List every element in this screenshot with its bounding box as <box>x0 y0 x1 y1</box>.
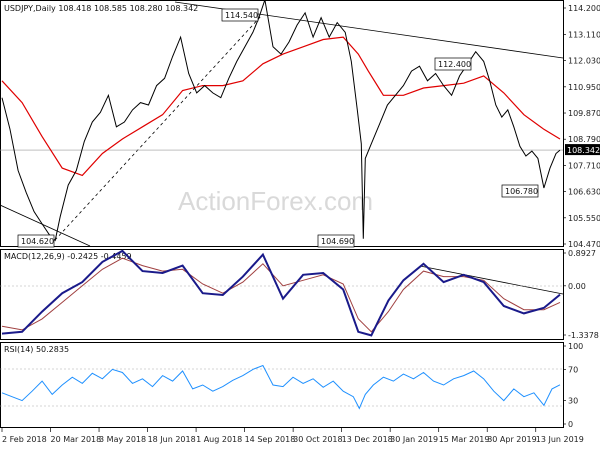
macd-label: MACD(12,26,9) -0.2425 -0.4459 <box>4 252 132 261</box>
rsi-tick-label: 30 <box>568 397 578 406</box>
annotation-text: 112.400 <box>438 60 471 69</box>
price-tick-label: 108.790 <box>568 135 600 144</box>
x-tick-label: 14 Sep 2018 <box>245 435 296 444</box>
annotation-low-104690: 104.690 <box>317 234 355 248</box>
price-tick-label: 109.870 <box>568 109 600 118</box>
rsi-label: RSI(14) 50.2835 <box>4 345 69 354</box>
price-tick-label: 114.200 <box>568 4 600 13</box>
macd-line <box>1 249 561 337</box>
macd-panel-frame <box>0 249 564 340</box>
annotation-text: 104.690 <box>321 237 354 246</box>
lower-trendline <box>0 204 91 247</box>
price-tick-label: 107.710 <box>568 161 600 170</box>
macd-axis-ticks: 0.8927 0.00 -1.3378 <box>563 249 599 340</box>
price-line <box>1 0 561 242</box>
moving-average-line <box>1 36 561 177</box>
price-tick-label: 112.030 <box>568 57 600 66</box>
price-panel-frame <box>0 0 564 247</box>
x-tick-label: 30 Oct 2018 <box>293 435 342 444</box>
rsi-tick-label: 100 <box>568 342 583 351</box>
x-tick-label: 15 Mar 2019 <box>439 435 490 444</box>
current-price-marker: 108.342 <box>565 144 600 156</box>
rsi-tick-label: 0 <box>568 420 573 429</box>
price-tick-label: 113.110 <box>568 30 600 39</box>
x-tick-label: 3 May 2018 <box>99 435 146 444</box>
price-tick-label: 110.950 <box>568 83 600 92</box>
rsi-axis-ticks: 100 70 30 0 <box>563 342 583 429</box>
annotation-low-106780: 106.780 <box>501 184 539 198</box>
macd-trendline <box>419 265 564 295</box>
macd-tick-label: -1.3378 <box>568 331 599 340</box>
macd-signal-line <box>1 257 561 333</box>
annotation-text: 104.620 <box>21 237 54 246</box>
annotation-text: 106.780 <box>505 187 538 196</box>
x-tick-label: 20 Mar 2018 <box>51 435 102 444</box>
x-tick-label: 13 Jun 2019 <box>536 435 584 444</box>
current-price-text: 108.342 <box>567 146 600 155</box>
x-tick-label: 30 Jan 2019 <box>390 435 438 444</box>
price-tick-label: 106.630 <box>568 188 600 197</box>
x-tick-label: 1 Aug 2018 <box>196 435 242 444</box>
annotation-low-104620: 104.620 <box>17 234 55 248</box>
rsi-line <box>1 364 561 410</box>
rising-channel-line <box>54 14 263 241</box>
watermark-text: ActionForex.com <box>178 186 373 216</box>
x-tick-label: 2 Feb 2018 <box>2 435 47 444</box>
x-tick-label: 13 Dec 2018 <box>342 435 393 444</box>
price-axis-ticks: 104.470 105.550 106.630 107.710 108.790 109.8… <box>563 4 600 249</box>
price-tick-label: 104.470 <box>568 240 600 249</box>
price-tick-label: 105.550 <box>568 214 600 223</box>
x-tick-label: 18 Jun 2018 <box>148 435 196 444</box>
macd-tick-label: 0.00 <box>568 282 586 291</box>
annotation-high-112400: 112.400 <box>434 57 472 71</box>
annotation-text: 114.540 <box>225 11 258 20</box>
symbol-label: USDJPY,Daily 108.418 108.585 108.280 108… <box>4 4 198 13</box>
rsi-panel-frame <box>0 342 564 428</box>
rsi-tick-label: 70 <box>568 365 578 374</box>
macd-tick-label: 0.8927 <box>568 249 596 258</box>
annotation-high-114540: 114.540 <box>221 8 259 22</box>
x-tick-label: 30 Apr 2019 <box>487 435 536 444</box>
